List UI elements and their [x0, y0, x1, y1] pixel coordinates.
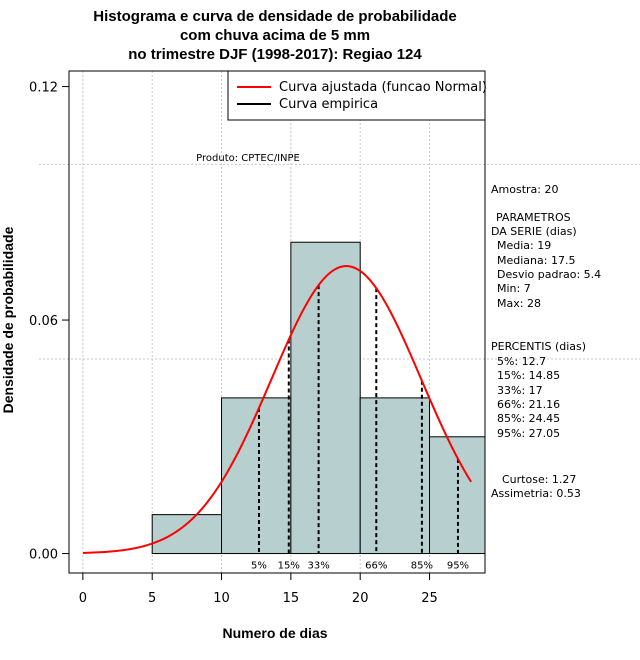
y-tick-label: 0.12	[29, 81, 58, 96]
stat-p66: 66%: 21.16	[497, 398, 560, 411]
x-axis-title: Numero de dias	[222, 625, 327, 641]
x-tick-label: 0	[79, 591, 87, 606]
x-tick-label: 20	[352, 591, 369, 606]
y-axis-title: Densidade de probabilidade	[0, 226, 16, 413]
stat-p15: 15%: 14.85	[497, 369, 560, 382]
y-axis: 0.00 0.06 0.12	[29, 81, 70, 563]
x-tick-label: 5	[148, 591, 156, 606]
stat-p5: 5%: 12.7	[497, 355, 546, 368]
stat-p85: 85%: 24.45	[497, 412, 560, 425]
legend: Curva ajustada (funcao Normal) Curva emp…	[227, 70, 487, 121]
stat-assimetria: Assimetria: 0.53	[491, 487, 581, 500]
chart-title-line-3: no trimestre DJF (1998-2017): Regiao 124	[128, 46, 422, 63]
percentile-label: 33%	[307, 561, 329, 572]
y-tick-label: 0.06	[29, 314, 58, 329]
stat-serie-title: DA SERIE (dias)	[491, 225, 577, 238]
percentile-label: 66%	[365, 561, 387, 572]
percentile-label: 95%	[447, 561, 469, 572]
x-tick-label: 10	[213, 591, 230, 606]
stat-amostra: Amostra: 20	[491, 183, 558, 196]
stat-min: Min: 7	[497, 282, 531, 295]
y-tick-label: 0.00	[29, 548, 58, 563]
stat-p33: 33%: 17	[497, 384, 543, 397]
legend-box	[227, 70, 486, 121]
normal-curve	[82, 265, 472, 554]
percentile-lines: 5% 15% 33% 66% 85% 95%	[251, 285, 469, 572]
legend-label-fit: Curva ajustada (funcao Normal)	[279, 80, 487, 95]
percentile-label: 15%	[278, 561, 300, 572]
histogram-bar	[151, 514, 223, 555]
percentile-label: 5%	[251, 561, 267, 572]
stat-curtose: Curtose: 1.27	[502, 473, 576, 486]
x-tick-label: 25	[421, 591, 438, 606]
stat-parametros-title: PARAMETROS	[496, 211, 571, 224]
histogram-bar	[221, 397, 292, 555]
stat-media: Media: 19	[497, 239, 551, 252]
chart-title-line-1: Histograma e curva de densidade de proba…	[93, 8, 456, 25]
x-tick-label: 15	[283, 591, 300, 606]
stat-p95: 95%: 27.05	[497, 427, 560, 440]
stat-mediana: Mediana: 17.5	[497, 254, 575, 267]
chart-title-line-2: com chuva acima de 5 mm	[180, 27, 370, 44]
stat-desvio: Desvio padrao: 5.4	[497, 268, 601, 281]
histogram-bar	[359, 397, 431, 555]
stats-panel: Amostra: 20 PARAMETROS DA SERIE (dias) M…	[491, 183, 601, 500]
legend-label-empirical: Curva empirica	[279, 97, 378, 112]
normal-curve-path	[82, 265, 472, 554]
stat-percentis-title: PERCENTIS (dias)	[491, 340, 586, 353]
percentile-label: 85%	[411, 561, 433, 572]
histogram-bar	[290, 241, 361, 555]
x-axis: 0 5 10 15 20 25	[79, 572, 438, 606]
stat-max: Max: 28	[497, 297, 541, 310]
credit-text: Produto: CPTEC/INPE	[196, 153, 300, 164]
